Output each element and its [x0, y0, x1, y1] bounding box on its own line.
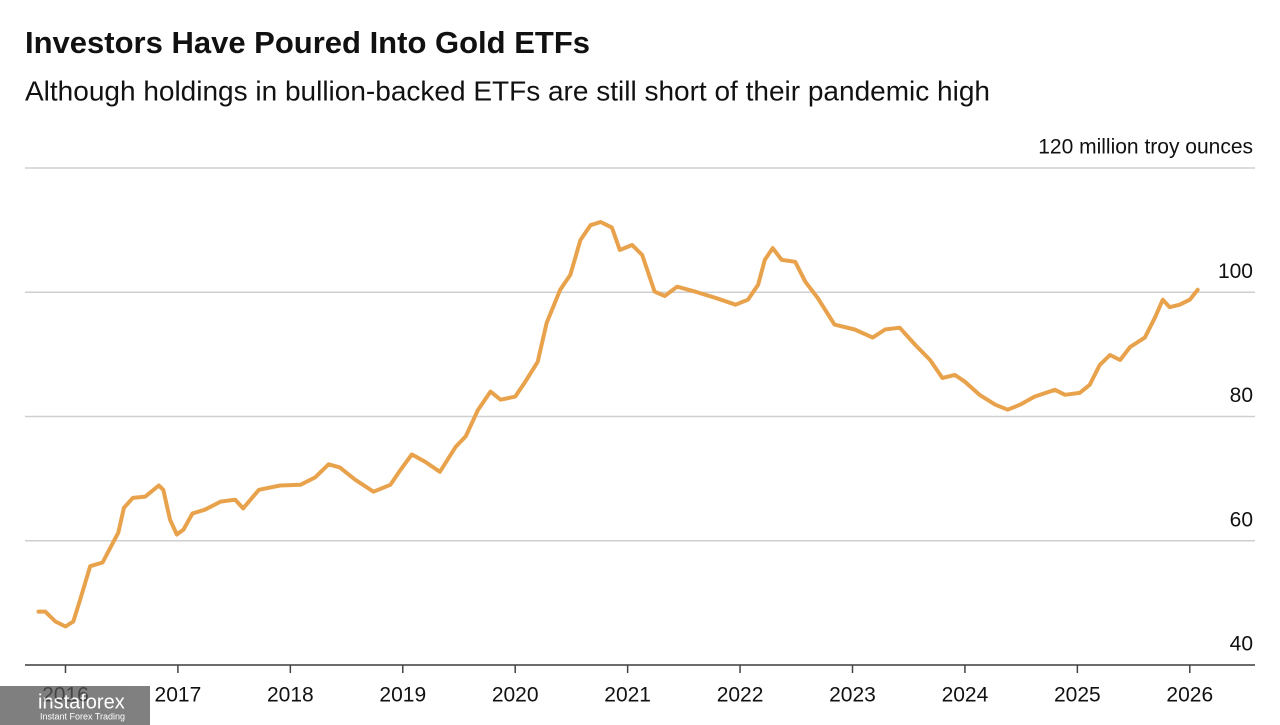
x-tick-label: 2019 [379, 684, 426, 707]
y-tick-label: 100 [1218, 260, 1253, 283]
watermark-subtext: Instant Forex Trading [40, 711, 125, 721]
watermark-bg [0, 686, 150, 725]
x-tick-label: 2017 [155, 684, 202, 707]
x-tick-label: 2026 [1166, 684, 1213, 707]
y-tick-label: 80 [1230, 384, 1253, 407]
y-tick-label: 40 [1230, 633, 1253, 656]
y-tick-label: 120 million troy ounces [1038, 136, 1253, 159]
watermark: instaforex Instant Forex Trading [0, 686, 150, 725]
chart-subtitle: Although holdings in bullion-backed ETFs… [25, 75, 990, 106]
x-tick-label: 2023 [829, 684, 876, 707]
x-tick-label: 2022 [717, 684, 764, 707]
x-tick-label: 2025 [1054, 684, 1101, 707]
watermark-text: instaforex [38, 691, 125, 713]
chart-title: Investors Have Poured Into Gold ETFs [25, 25, 590, 60]
x-tick-label: 2020 [492, 684, 539, 707]
x-tick-label: 2021 [604, 684, 651, 707]
y-tick-label: 60 [1230, 508, 1253, 531]
data-line [36, 220, 1200, 629]
x-tick-label: 2018 [267, 684, 314, 707]
x-tick-label: 2024 [942, 684, 989, 707]
